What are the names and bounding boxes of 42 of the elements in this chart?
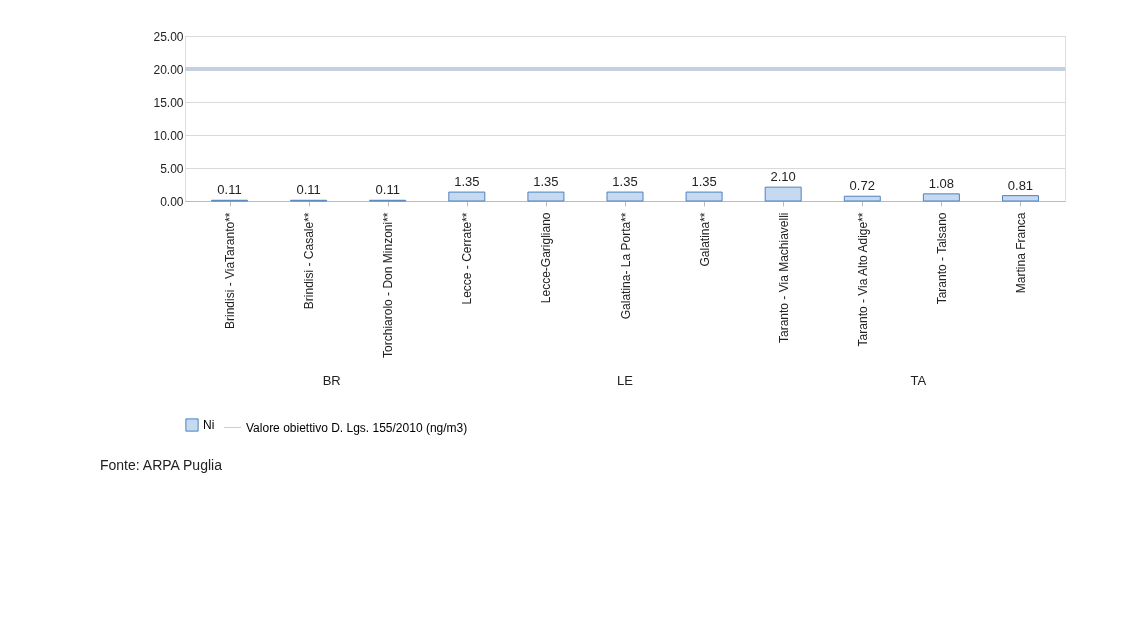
- data-label: 0.72: [849, 178, 875, 194]
- y-tick-label: 10.00: [153, 128, 184, 143]
- x-tick-label: Taranto - Via Machiavelli: [776, 212, 791, 344]
- y-tick-label: 15.00: [153, 95, 184, 110]
- data-label: 0.81: [1007, 177, 1034, 193]
- bar: [685, 191, 723, 202]
- x-tick-label: Brindisi - ViaTaranto**: [223, 212, 238, 330]
- y-tick-label: 25.00: [153, 29, 184, 44]
- source-note: Fonte: ARPA Puglia: [100, 457, 223, 473]
- y-tick-label: 0.00: [160, 194, 184, 209]
- text: BR: [322, 373, 341, 388]
- bar: [606, 191, 644, 202]
- x-tick-label: Lecce-Garigliano: [539, 212, 554, 304]
- data-label: 1.35: [533, 174, 559, 190]
- data-label: 0.11: [217, 182, 242, 198]
- x-tick-label: Martina Franca: [1013, 212, 1028, 294]
- x-tick-label: Taranto - Talsano: [934, 212, 949, 305]
- text: TA: [910, 373, 927, 388]
- x-tick-label: Lecce - Cerrate**: [460, 212, 475, 305]
- bar: [1001, 195, 1039, 202]
- bar: [527, 191, 565, 202]
- bar: [764, 186, 802, 202]
- data-label: 1.35: [691, 174, 717, 190]
- legend-label: Valore obiettivo D. Lgs. 155/2010 (ng/m3): [246, 420, 468, 435]
- legend-label: Ni: [203, 418, 215, 432]
- text: LE: [617, 373, 634, 388]
- y-tick-label: 20.00: [153, 62, 184, 77]
- data-label: 1.35: [454, 174, 480, 190]
- bar: [843, 195, 881, 202]
- x-tick-label: Galatina**: [697, 212, 712, 267]
- x-tick-label: Brindisi - Casale**: [302, 212, 317, 310]
- x-tick-label: Torchiarolo - Don Minzoni**: [381, 212, 396, 358]
- bar: [448, 191, 486, 202]
- data-label: 1.08: [928, 175, 955, 191]
- data-label: 2.10: [770, 169, 796, 185]
- data-label: 1.35: [612, 174, 638, 190]
- x-tick-label: Taranto - Via Alto Adige**: [855, 212, 870, 347]
- y-tick-label: 5.00: [160, 161, 184, 176]
- data-label: 0.11: [375, 182, 400, 198]
- data-label: 0.11: [296, 182, 321, 198]
- x-tick-label: Galatina- La Porta**: [618, 212, 633, 320]
- bar: [922, 193, 960, 202]
